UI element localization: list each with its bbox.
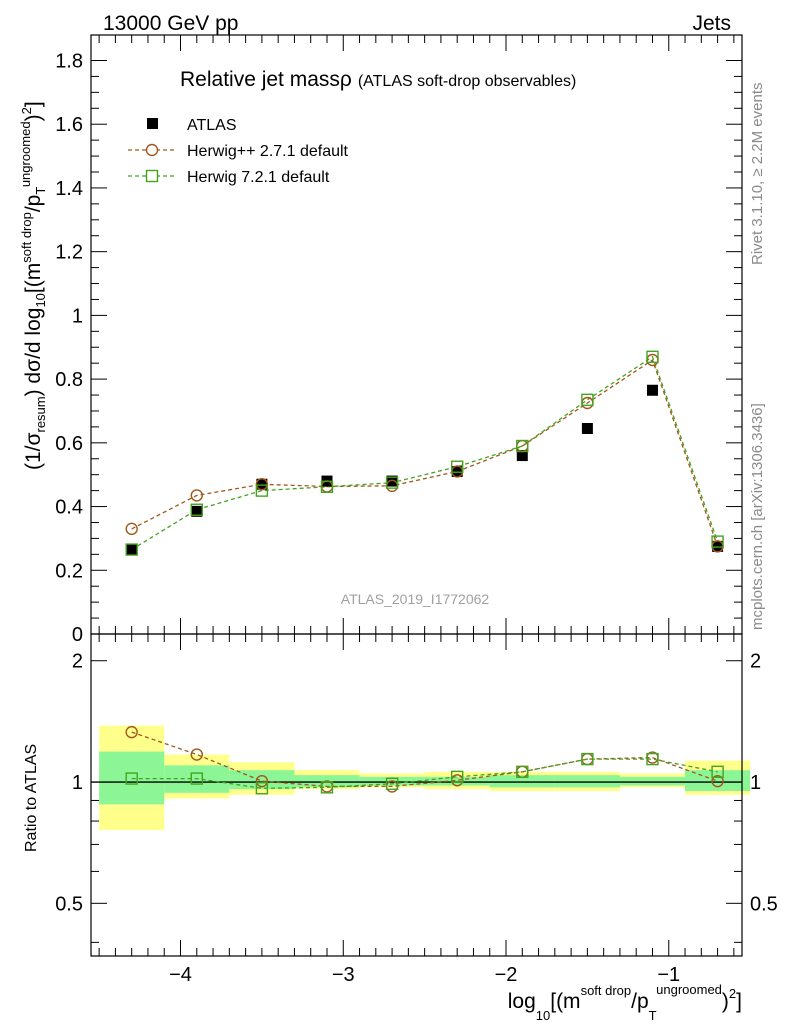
data-point-series-0 — [126, 544, 138, 556]
main-y-tick-label: 1.8 — [55, 50, 83, 72]
legend-atlas-label: ATLAS — [187, 117, 237, 134]
data-point-series-0 — [646, 384, 658, 396]
ratio-frame — [90, 633, 743, 957]
ratio-point-series-1 — [450, 770, 464, 784]
ratio-point-series-1 — [516, 765, 529, 779]
data-point-series-2 — [646, 350, 659, 364]
main-y-tick-label: 1.4 — [55, 178, 83, 200]
x-tick-label: −3 — [332, 964, 355, 986]
x-tick-label: −2 — [495, 964, 518, 986]
ratio-point-series-1 — [646, 752, 659, 766]
ratio-series-group — [125, 725, 724, 795]
chart-title: Relative jet massρ (ATLAS soft-drop obser… — [180, 68, 576, 91]
ratio-y-tick-label-right: 0.5 — [750, 893, 778, 915]
ratio-point-series-1 — [711, 765, 724, 779]
main-x-ticks — [98, 35, 735, 634]
series-line-1 — [131, 358, 719, 547]
main-panel: 0 0.2 0.4 0.6 0.8 1 1.2 1.4 1.6 1.8 Relative jet … — [18, 34, 743, 646]
ratio-line-0 — [131, 731, 718, 788]
ratio-line-1 — [131, 758, 718, 789]
legend-herwigpp-label: Herwig++ 2.7.1 default — [187, 143, 349, 160]
data-point-series-2 — [450, 460, 464, 473]
uncertainty-band-green — [424, 776, 490, 786]
legend-item-herwigpp: Herwig++ 2.7.1 default — [128, 143, 349, 160]
data-point-series-1 — [125, 522, 138, 536]
uncertainty-band-green — [489, 775, 555, 788]
data-point-series-0 — [712, 540, 724, 552]
data-point-series-2 — [516, 439, 529, 453]
ratio-point-series-1 — [190, 772, 203, 785]
main-y-axis: 0 0.2 0.4 0.6 0.8 1 1.2 1.4 1.6 1.8 — [55, 50, 742, 646]
analysis-watermark: ATLAS_2019_I1772062 — [341, 591, 490, 607]
rivet-label: Rivet 3.1.10, ≥ 2.2M events — [749, 83, 766, 266]
uncertainty-bands — [99, 725, 751, 831]
data-point-series-0 — [191, 505, 203, 517]
ratio-y-axis-label: Ratio to ATLAS — [23, 744, 40, 852]
uncertainty-band-green — [619, 776, 686, 786]
data-point-series-0 — [516, 450, 528, 462]
ratio-point-series-0 — [711, 774, 724, 788]
legend-item-atlas: ATLAS — [147, 117, 237, 134]
data-point-series-0 — [581, 422, 593, 434]
ratio-y-tick-label-right: 1 — [750, 772, 761, 794]
mcplots-label: mcplots.cern.ch [arXiv:1306.3436] — [749, 403, 766, 630]
uncertainty-band-green — [554, 775, 620, 788]
main-series-group — [125, 350, 724, 556]
data-point-series-2 — [255, 484, 269, 497]
legend-herwigpp-marker — [145, 143, 159, 157]
ratio-point-series-0 — [190, 748, 203, 761]
ratio-y-tick-label: 2 — [72, 651, 83, 673]
ratio-point-series-1 — [581, 752, 594, 766]
data-point-series-2 — [190, 503, 203, 516]
data-point-series-0 — [256, 478, 268, 490]
main-y-tick-label: 1.6 — [55, 114, 83, 136]
data-point-series-1 — [255, 478, 269, 491]
data-point-series-2 — [385, 476, 399, 489]
x-tick-label: −4 — [169, 964, 192, 986]
x-tick-label: −1 — [657, 964, 680, 986]
ratio-panel: 0.5 0.5 1 1 2 2 −4 −3 −2 −1 Ratio to ATLAS log10… — [23, 633, 778, 1023]
ratio-point-series-0 — [125, 725, 138, 739]
process-label: Jets — [692, 12, 731, 35]
data-point-series-1 — [190, 489, 203, 502]
legend-herwig7-label: Herwig 7.2.1 default — [187, 169, 330, 186]
ratio-point-series-1 — [125, 772, 138, 785]
ratio-point-series-0 — [255, 774, 269, 788]
x-axis-label: log10[(msoft drop/pTungroomed)2] — [508, 982, 742, 1023]
main-y-tick-label: 1.2 — [55, 242, 83, 264]
main-y-tick-label: 0.4 — [55, 497, 83, 519]
main-y-tick-label: 0.8 — [55, 369, 83, 391]
data-point-series-2 — [711, 535, 724, 548]
ratio-x-axis: −4 −3 −2 −1 — [98, 634, 735, 986]
main-y-axis-label: (1/σresum) dσ/d log10[(msoft drop/pTungr… — [18, 101, 48, 470]
ratio-y-tick-label-right: 2 — [750, 651, 761, 673]
main-y-tick-label: 0 — [72, 624, 83, 646]
series-line-2 — [131, 355, 719, 551]
legend-herwig7-marker — [145, 169, 159, 183]
ratio-y-axis: 0.5 0.5 1 1 2 2 — [55, 651, 778, 943]
ratio-point-series-1 — [385, 777, 399, 790]
ratio-y-tick-label: 0.5 — [55, 893, 83, 915]
energy-label: 13000 GeV pp — [103, 12, 238, 35]
legend-atlas-marker — [147, 118, 158, 129]
main-y-tick-label: 0.2 — [55, 560, 83, 582]
main-y-tick-label: 1 — [72, 305, 83, 327]
legend: ATLAS Herwig++ 2.7.1 default Herwig 7.2.… — [128, 117, 349, 186]
data-point-series-0 — [386, 475, 398, 487]
data-point-series-2 — [320, 480, 334, 493]
data-point-series-2 — [581, 393, 594, 407]
main-y-tick-label: 0.6 — [55, 433, 83, 455]
data-point-series-2 — [125, 543, 138, 556]
ratio-point-series-1 — [255, 782, 269, 795]
ratio-y-tick-label: 1 — [72, 772, 83, 794]
data-point-series-0 — [451, 466, 463, 478]
ratio-point-series-1 — [320, 781, 334, 794]
legend-item-herwig7: Herwig 7.2.1 default — [128, 169, 330, 186]
